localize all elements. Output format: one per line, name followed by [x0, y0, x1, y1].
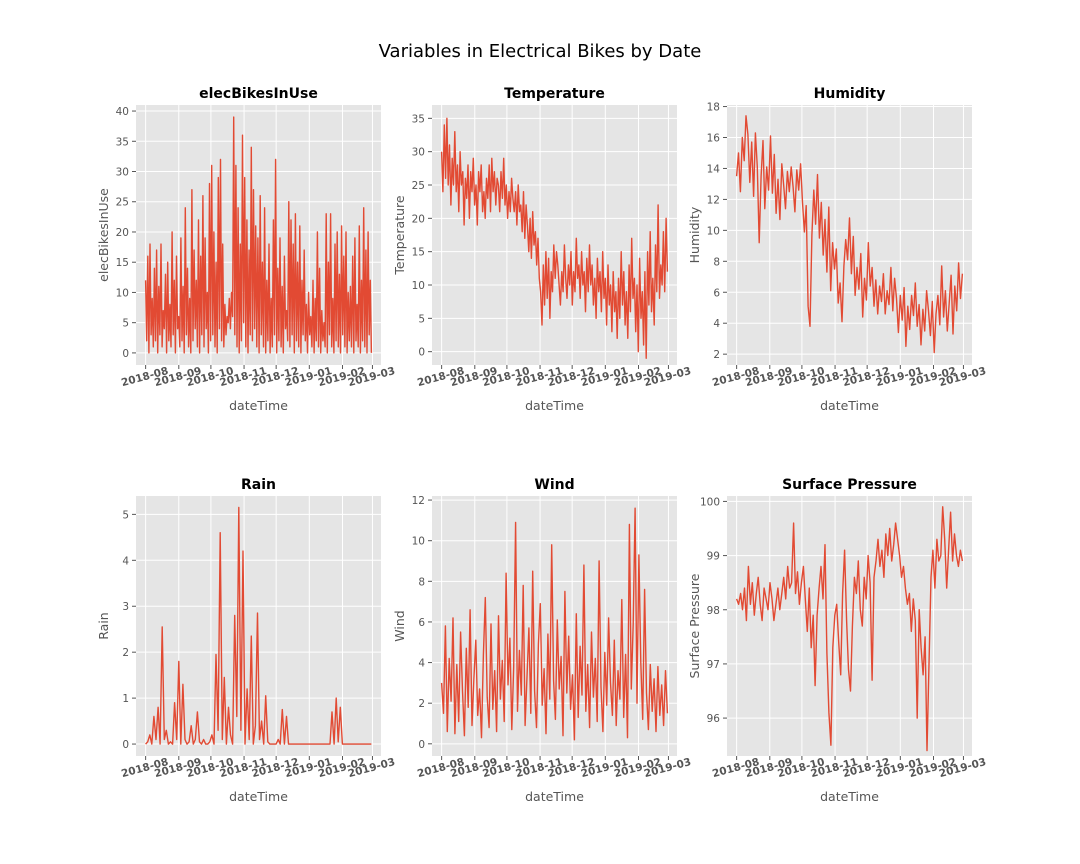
- y-tick-label: 25: [412, 180, 425, 192]
- y-tick-label: 1: [122, 693, 129, 705]
- figure-title: Variables in Electrical Bikes by Date: [379, 41, 702, 62]
- subplot-humidity: 2018-082018-092018-102018-112018-122019-…: [687, 86, 987, 413]
- x-axis-label: dateTime: [229, 789, 288, 804]
- series-line-0: [735, 506, 964, 752]
- subplot-title: Temperature: [504, 86, 605, 102]
- y-tick-label: 97: [707, 659, 720, 671]
- y-tick-label: 4: [418, 658, 425, 670]
- y-tick-label: 40: [116, 106, 129, 118]
- series-line-0: [735, 115, 964, 354]
- subplot-surface-pressure: 2018-082018-092018-102018-112018-122019-…: [687, 477, 987, 804]
- y-tick-label: 18: [707, 102, 720, 114]
- y-axis-label: Wind: [392, 610, 407, 641]
- subplot-title: Rain: [241, 477, 276, 493]
- y-tick-label: 10: [412, 536, 425, 548]
- y-tick-label: 10: [412, 280, 425, 292]
- y-axis-label: Temperature: [392, 195, 407, 275]
- y-axis-label: elecBikesInUse: [96, 188, 111, 282]
- y-tick-label: 4: [122, 555, 129, 567]
- subplot-title: Humidity: [814, 86, 886, 102]
- y-tick-label: 4: [713, 318, 720, 330]
- subplot-wind: 2018-082018-092018-102018-112018-122019-…: [392, 477, 692, 804]
- y-tick-label: 5: [418, 313, 425, 325]
- y-tick-label: 20: [412, 213, 425, 225]
- y-tick-label: 5: [122, 318, 129, 330]
- x-axis-label: dateTime: [820, 398, 879, 413]
- y-tick-label: 0: [418, 739, 425, 751]
- y-tick-label: 35: [412, 113, 425, 125]
- y-tick-label: 0: [122, 739, 129, 751]
- y-tick-label: 0: [418, 347, 425, 359]
- subplot-rain: 2018-082018-092018-102018-112018-122019-…: [96, 477, 396, 804]
- subplot-title: Wind: [534, 477, 574, 493]
- x-axis-label: dateTime: [525, 398, 584, 413]
- y-tick-label: 20: [116, 227, 129, 239]
- plot-area: [727, 496, 972, 756]
- y-tick-label: 0: [122, 348, 129, 360]
- y-tick-label: 5: [122, 509, 129, 521]
- subplot-title: elecBikesInUse: [199, 86, 318, 102]
- y-tick-label: 30: [116, 167, 129, 179]
- y-tick-label: 6: [418, 617, 425, 629]
- subplot-elec-bikes-in-use: 2018-082018-092018-102018-112018-122019-…: [96, 86, 396, 413]
- y-tick-label: 15: [116, 257, 129, 269]
- y-tick-label: 2: [713, 349, 720, 361]
- y-tick-label: 8: [713, 256, 720, 268]
- x-axis-label: dateTime: [229, 398, 288, 413]
- y-axis-label: Rain: [96, 612, 111, 639]
- y-tick-label: 8: [418, 576, 425, 588]
- series-line-0: [144, 116, 373, 354]
- subplot-title: Surface Pressure: [782, 477, 917, 493]
- y-tick-label: 35: [116, 136, 129, 148]
- plot-area: [432, 105, 677, 365]
- series-line-0: [440, 117, 669, 359]
- y-tick-label: 25: [116, 197, 129, 209]
- x-axis-label: dateTime: [525, 789, 584, 804]
- y-axis-label: Humidity: [687, 206, 702, 263]
- y-tick-label: 12: [707, 194, 720, 206]
- y-tick-label: 98: [707, 605, 720, 617]
- y-tick-label: 96: [707, 713, 721, 725]
- y-tick-label: 3: [122, 601, 129, 613]
- y-tick-label: 30: [412, 147, 425, 159]
- y-tick-label: 2: [418, 698, 425, 710]
- y-axis-label: Surface Pressure: [687, 573, 702, 678]
- y-tick-label: 12: [412, 495, 425, 507]
- subplot-temperature: 2018-082018-092018-102018-112018-122019-…: [392, 86, 692, 413]
- y-tick-label: 2: [122, 647, 129, 659]
- x-axis-label: dateTime: [820, 789, 879, 804]
- y-tick-label: 100: [700, 496, 720, 508]
- y-tick-label: 10: [707, 225, 720, 237]
- y-tick-label: 6: [713, 287, 720, 299]
- y-tick-label: 16: [707, 133, 721, 145]
- y-tick-label: 99: [707, 551, 720, 563]
- y-tick-label: 10: [116, 287, 129, 299]
- y-tick-label: 15: [412, 247, 425, 259]
- series-line-0: [440, 507, 669, 741]
- series-line-0: [145, 506, 372, 745]
- y-tick-label: 14: [707, 163, 721, 175]
